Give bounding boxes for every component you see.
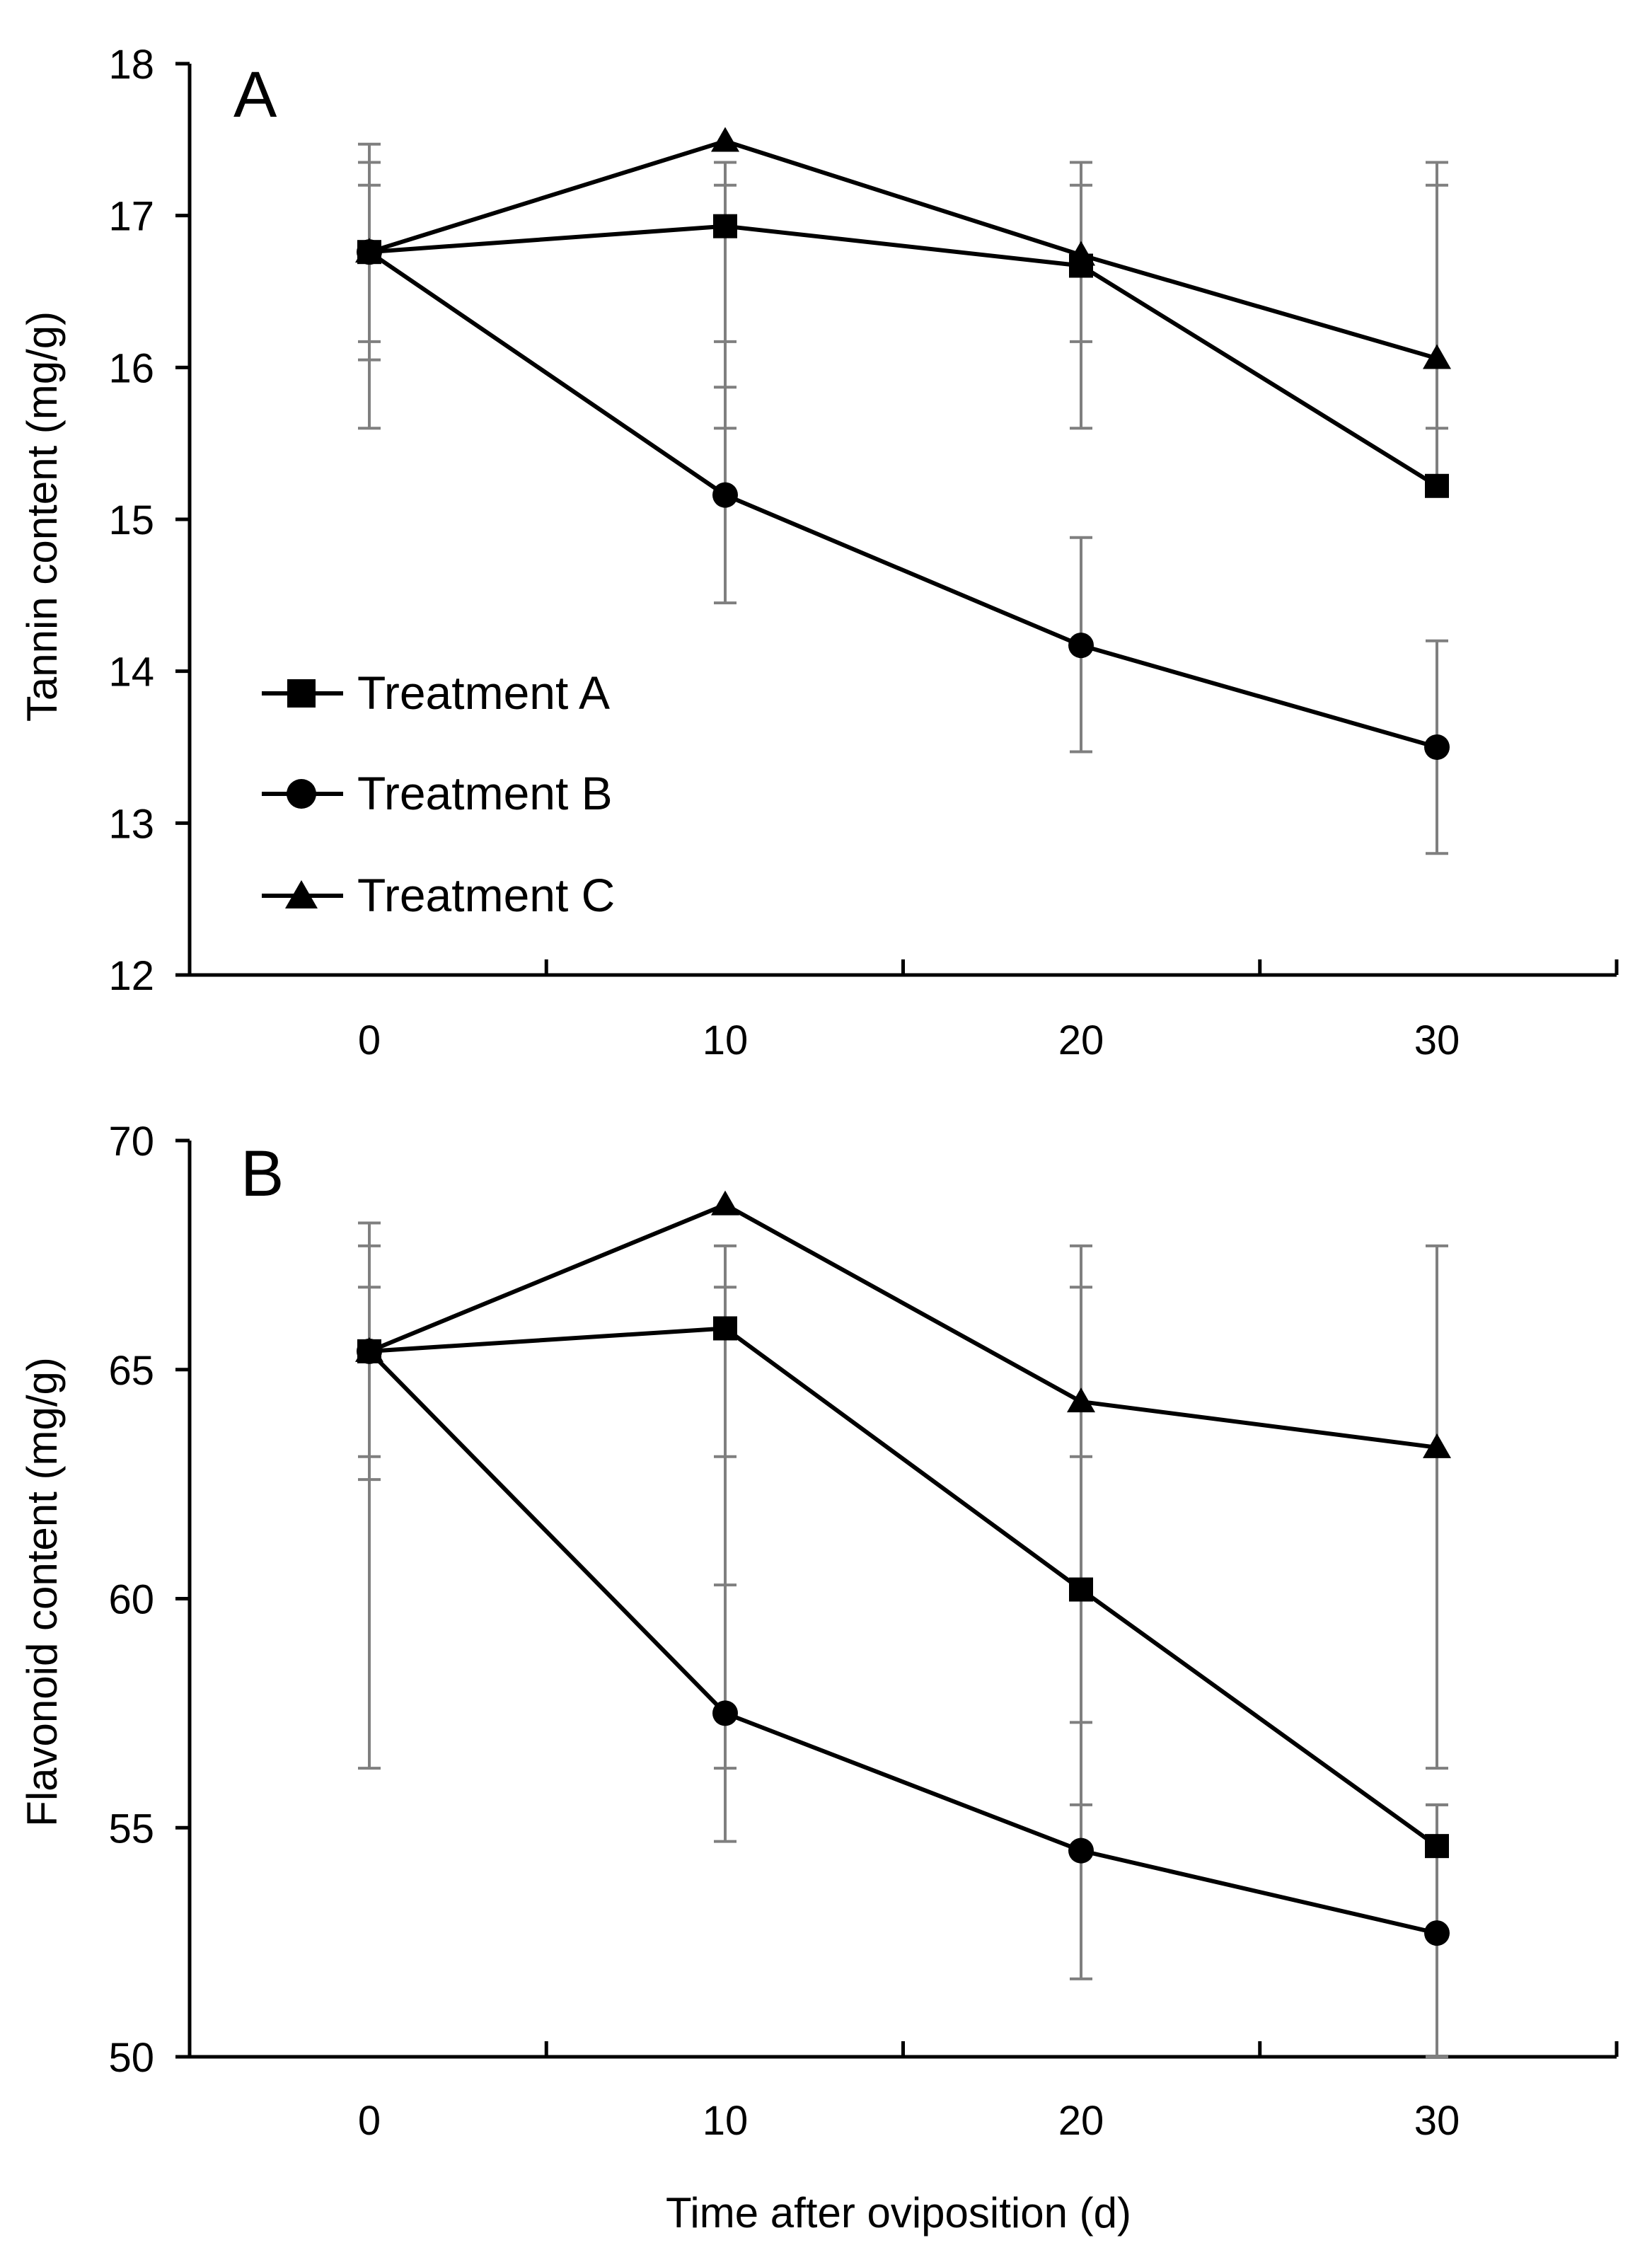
panel-a-x-tick-label: 20: [1058, 1017, 1104, 1063]
panel-b-x-tick-label: 10: [703, 2098, 749, 2144]
legend-entry-treatment-c: Treatment C: [262, 869, 615, 921]
panel-a-y-tick-label: 16: [108, 345, 154, 391]
panel-b-point-treatment-b: [1068, 1837, 1094, 1864]
panel-a-y-tick-label: 14: [108, 650, 154, 696]
panel-a-x-tick-label: 30: [1414, 1017, 1460, 1063]
legend-circle-marker: [287, 779, 316, 809]
legend-label-treatment-a: Treatment A: [357, 666, 610, 719]
panel-b-point-treatment-b: [1424, 1920, 1450, 1946]
legend-square-marker: [287, 679, 316, 708]
panel-a-y-tick-label: 18: [108, 42, 154, 88]
panel-b-letter: B: [241, 1138, 284, 1210]
panel-a-y-tick-label: 15: [108, 497, 154, 543]
panel-a-markers: [355, 127, 1451, 760]
panel-b-line-treatment-b: [367, 1349, 1438, 1936]
panel-a-x-tick-label: 0: [358, 1017, 381, 1063]
legend-label-treatment-c: Treatment C: [357, 869, 615, 921]
panel-a-x-tick-label: 10: [703, 1017, 749, 1063]
panel-a-point-treatment-c: [1423, 344, 1451, 369]
panel-b-y-tick-label: 60: [108, 1577, 154, 1623]
panel-a-axes: [175, 62, 1619, 977]
legend-entry-treatment-b: Treatment B: [262, 767, 613, 819]
panel-a-point-treatment-a: [1425, 473, 1449, 498]
panel-b-series-lines: [367, 1202, 1438, 1936]
panel-a-tick-labels: 12 13 14 15 16 17 18 0 10 20 30: [108, 42, 1460, 1063]
panel-b-line-treatment-a: [369, 1326, 1438, 1848]
panel-b-x-tick-label: 30: [1414, 2098, 1460, 2144]
panel-a-point-treatment-c: [711, 127, 739, 152]
panel-b: 50 55 60 65 70 0 10 20 30 B Flavonoid content (m…: [18, 1119, 1619, 2144]
panel-a: 12 13 14 15 16 17 18 0 10 20 30 A Tannin content (…: [18, 42, 1619, 1063]
panel-a-series-lines: [368, 139, 1438, 749]
panel-b-y-tick-label: 55: [108, 1806, 154, 1852]
panel-b-tick-labels: 50 55 60 65 70 0 10 20 30: [108, 1119, 1460, 2144]
panel-b-x-tick-label: 20: [1058, 2098, 1104, 2144]
panel-a-point-treatment-c: [1067, 241, 1095, 266]
legend-label-treatment-b: Treatment B: [357, 767, 613, 819]
panel-a-point-treatment-a: [713, 214, 737, 238]
panel-b-y-tick-label: 50: [108, 2035, 154, 2081]
panel-a-line-treatment-a: [369, 224, 1438, 488]
panel-b-point-treatment-c: [1067, 1387, 1095, 1413]
panel-a-point-treatment-b: [1424, 734, 1450, 760]
panel-b-markers: [355, 1190, 1451, 1946]
panel-b-axes: [175, 1138, 1619, 2059]
panel-a-point-treatment-b: [712, 482, 738, 508]
panel-b-point-treatment-a: [1425, 1834, 1449, 1859]
panel-a-error-bars: [358, 142, 1448, 855]
panel-b-y-tick-label: 65: [108, 1348, 154, 1394]
panel-b-point-treatment-c: [711, 1190, 739, 1216]
legend-triangle-marker: [285, 880, 318, 908]
panel-b-point-treatment-c: [1423, 1433, 1451, 1458]
panel-a-point-treatment-b: [1068, 633, 1094, 659]
panel-b-point-treatment-a: [1069, 1577, 1093, 1602]
panel-a-y-tick-label: 12: [108, 953, 154, 999]
panel-a-y-axis-title: Tannin content (mg/g): [18, 311, 66, 722]
panel-a-line-treatment-b: [368, 250, 1438, 749]
panel-a-legend: Treatment A Treatment B Treatment C: [262, 666, 615, 921]
panel-b-x-tick-label: 0: [358, 2098, 381, 2144]
panel-a-point-treatment-c: [355, 238, 383, 263]
legend-entry-treatment-a: Treatment A: [262, 666, 610, 719]
panel-a-line-treatment-c: [369, 139, 1438, 361]
panel-a-y-tick-label: 17: [108, 194, 154, 240]
panel-b-y-axis-title: Flavonoid content (mg/g): [18, 1357, 66, 1827]
panel-b-y-tick-label: 70: [108, 1119, 154, 1165]
panel-b-point-treatment-a: [713, 1316, 737, 1341]
panel-a-y-tick-label: 13: [108, 801, 154, 847]
panel-b-error-bars: [358, 1221, 1448, 2058]
panel-b-line-treatment-c: [368, 1202, 1438, 1450]
panel-a-letter: A: [233, 59, 277, 131]
x-axis-title: Time after oviposition (d): [666, 2189, 1131, 2237]
panel-b-point-treatment-b: [712, 1700, 738, 1726]
panel-b-point-treatment-c: [355, 1337, 383, 1362]
